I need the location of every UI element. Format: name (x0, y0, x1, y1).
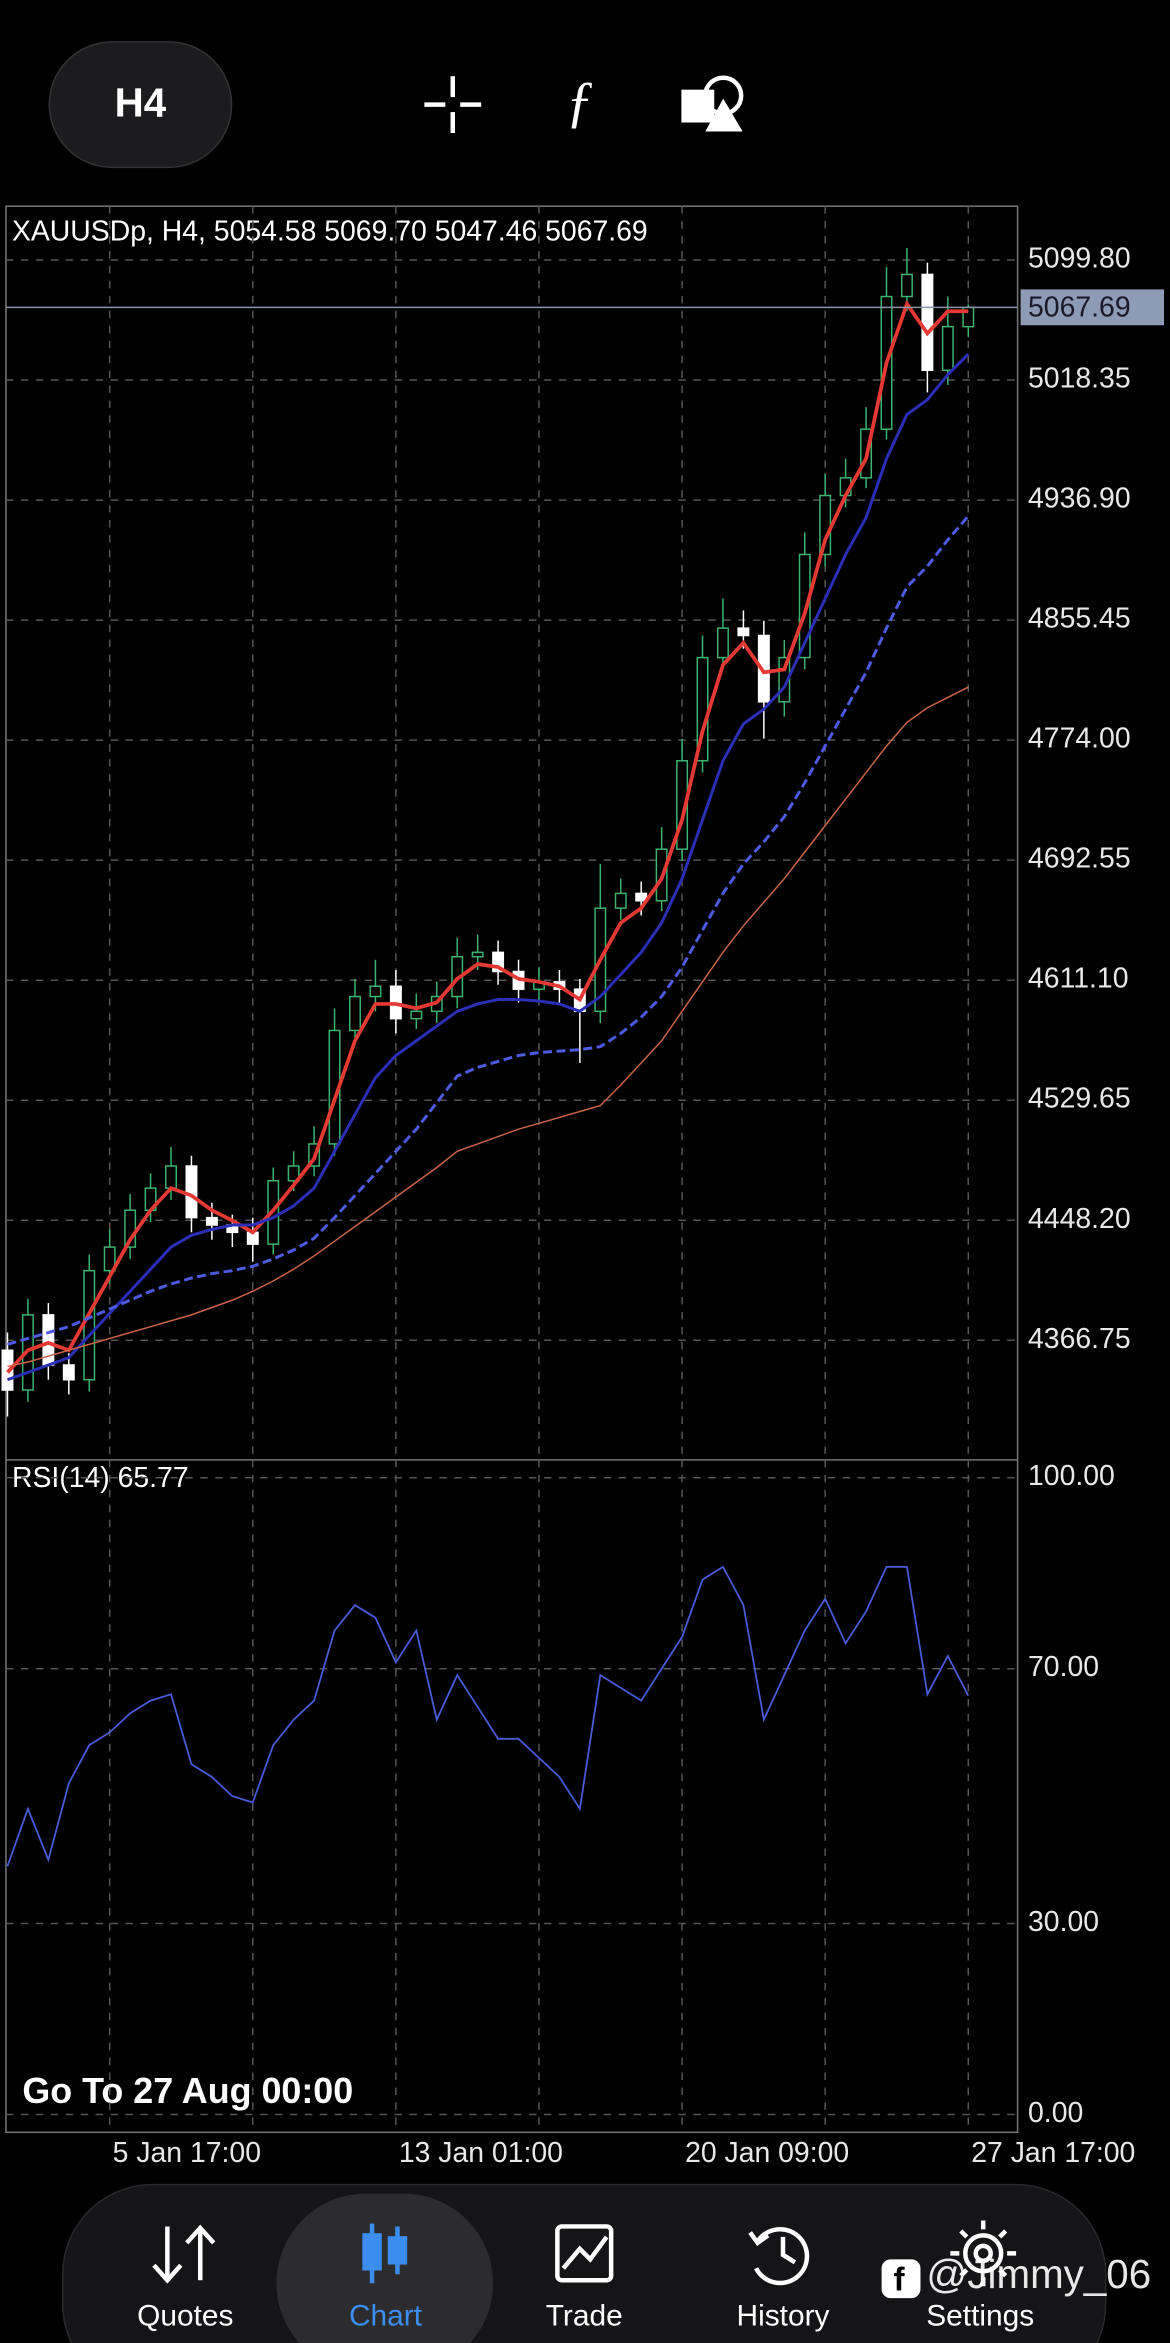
candle-body (941, 325, 954, 371)
y-tick-label: 4611.10 (1028, 963, 1128, 995)
watermark-icon (881, 2259, 921, 2299)
candle-body (635, 892, 648, 902)
x-tick-label: 5 Jan 17:00 (113, 2137, 261, 2169)
nav-active-pill (276, 2193, 494, 2343)
candle-body (471, 951, 484, 958)
x-tick-label: 27 Jan 17:00 (971, 2137, 1135, 2169)
last-price-label: 5067.69 (1028, 291, 1131, 323)
settings-icon[interactable] (950, 2220, 1017, 2287)
x-tick-label: 20 Jan 09:00 (685, 2137, 849, 2169)
candle-body (349, 995, 361, 1032)
nav-label[interactable]: Quotes (137, 2299, 233, 2332)
nav-label[interactable]: Chart (349, 2299, 423, 2332)
timeframe-label: H4 (115, 80, 167, 126)
candle-body (62, 1364, 75, 1381)
y-tick-label: 4855.45 (1028, 603, 1131, 635)
candle-body (205, 1216, 218, 1226)
moving-average-line (7, 686, 969, 1368)
y-tick-label: 70.00 (1028, 1651, 1099, 1683)
candle-body (103, 1246, 116, 1272)
nav-label[interactable]: Settings (926, 2299, 1034, 2332)
nav-label[interactable]: History (737, 2299, 830, 2332)
candle-body (614, 892, 627, 909)
moving-average-line (6, 352, 970, 1382)
chart-frame (5, 205, 1019, 2134)
rsi-line (6, 1565, 970, 1867)
goto-label[interactable]: Go To 27 Aug 00:00 (22, 2071, 353, 2111)
watermark: @Jimmy_06 (926, 2251, 1151, 2297)
candle-body (185, 1165, 198, 1219)
trade-icon[interactable] (555, 2224, 614, 2283)
quotes-icon[interactable] (152, 2224, 216, 2284)
timeframe-button[interactable] (48, 41, 233, 169)
candle-body (757, 634, 770, 703)
nav-label[interactable]: Trade (546, 2299, 623, 2332)
candle-body (83, 1269, 96, 1381)
candle-body (900, 273, 913, 298)
crosshair-icon[interactable] (424, 76, 482, 133)
candle-body (716, 627, 729, 659)
y-tick-label: 5099.80 (1028, 243, 1131, 275)
candle-body (737, 627, 750, 637)
candle-body (287, 1165, 300, 1182)
y-tick-label: 5018.35 (1028, 363, 1131, 395)
candle-body (410, 1010, 423, 1020)
candle-body (165, 1165, 177, 1189)
moving-average-line (6, 299, 969, 1374)
candle-body (369, 985, 382, 998)
y-tick-label: 4692.55 (1028, 843, 1131, 875)
chart-icon[interactable] (362, 2223, 408, 2284)
chart-title: XAUUSDp, H4, 5054.58 5069.70 5047.46 506… (12, 216, 648, 248)
y-tick-label: 4448.20 (1028, 1203, 1131, 1235)
indicator-icon[interactable]: ƒ (566, 71, 594, 134)
y-tick-label: 30.00 (1028, 1906, 1099, 1938)
candle-body (124, 1209, 137, 1248)
history-icon[interactable] (748, 2227, 810, 2286)
candle-body (798, 553, 811, 659)
y-tick-label: 100.00 (1028, 1460, 1115, 1492)
bottom-nav (62, 2183, 1107, 2343)
y-tick-label: 4529.65 (1028, 1083, 1131, 1115)
y-tick-label: 4936.90 (1028, 483, 1131, 515)
watermark-icon-glyph: f (894, 2260, 905, 2297)
toolbar: H4 ƒ (48, 41, 744, 169)
objects-icon[interactable] (681, 75, 744, 132)
y-tick-label: 4366.75 (1028, 1323, 1131, 1355)
x-tick-label: 13 Jan 01:00 (399, 2137, 563, 2169)
last-price-box (1020, 289, 1165, 326)
candle-body (778, 656, 791, 703)
y-tick-label: 4774.00 (1028, 723, 1131, 755)
y-tick-label: 0.00 (1028, 2097, 1083, 2129)
candle-body (921, 273, 934, 371)
candle-body (492, 951, 505, 973)
plot-area (5, 205, 1019, 2134)
